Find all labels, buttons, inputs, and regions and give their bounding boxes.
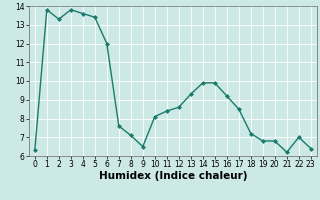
X-axis label: Humidex (Indice chaleur): Humidex (Indice chaleur)	[99, 171, 247, 181]
